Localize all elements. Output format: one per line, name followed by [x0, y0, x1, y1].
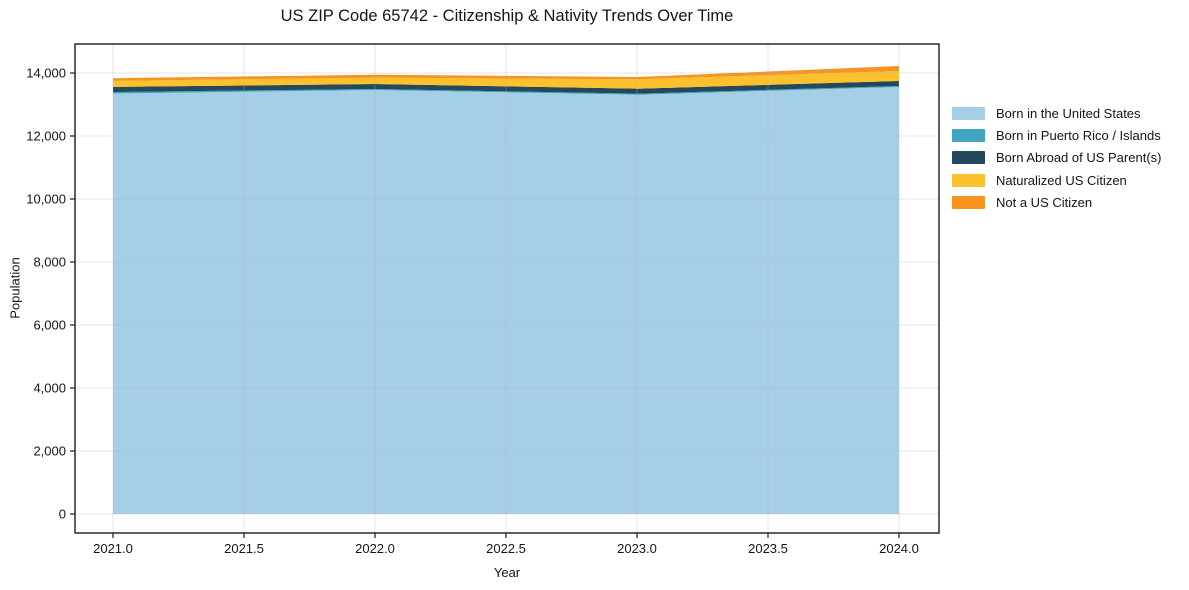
- x-tick-label: 2021.0: [93, 541, 133, 556]
- legend-label: Born in Puerto Rico / Islands: [996, 128, 1161, 144]
- x-axis-label: Year: [493, 565, 521, 580]
- y-tick-label: 6,000: [33, 318, 66, 333]
- legend-swatch-naturalized-us-citizen: [952, 173, 985, 187]
- area-series-born-in-puerto-rico-islands: [113, 86, 899, 95]
- legend-swatch-born-in-puerto-rico-islands: [952, 129, 985, 143]
- x-tick-label: 2021.5: [224, 541, 264, 556]
- area-series-born-in-the-united-states: [113, 87, 899, 514]
- legend-swatch-born-abroad-of-us-parent-s: [952, 151, 985, 165]
- legend-item-naturalized-us-citizen: Naturalized US Citizen: [952, 172, 1161, 188]
- legend-item-born-abroad-of-us-parent-s: Born Abroad of US Parent(s): [952, 150, 1162, 166]
- y-tick-label: 2,000: [33, 444, 66, 459]
- x-tick-label: 2022.0: [355, 541, 395, 556]
- x-tick-label: 2022.5: [486, 541, 526, 556]
- area-series-naturalized-us-citizen: [113, 71, 899, 89]
- y-tick-label: 10,000: [26, 192, 66, 207]
- x-tick-label: 2023.0: [617, 541, 657, 556]
- area-series-not-a-us-citizen: [113, 66, 899, 81]
- legend: Born in the United States Born in Puerto …: [952, 107, 1161, 218]
- chart-title: US ZIP Code 65742 - Citizenship & Nativi…: [280, 7, 734, 25]
- legend-item-born-in-the-united-states: Born in the United States: [952, 107, 1161, 120]
- legend-label: Born in the United States: [996, 106, 1141, 121]
- legend-item-born-in-puerto-rico-islands: Born in Puerto Rico / Islands: [952, 128, 1161, 144]
- x-tick-label: 2024.0: [879, 541, 919, 556]
- area-series-born-abroad-of-us-parent-s: [113, 81, 899, 94]
- legend-item-not-a-us-citizen: Not a US Citizen: [952, 194, 1161, 210]
- x-tick-label: 2023.5: [748, 541, 788, 556]
- y-tick-label: 0: [59, 507, 66, 522]
- legend-label: Naturalized US Citizen: [996, 172, 1127, 188]
- y-tick-label: 14,000: [26, 66, 66, 81]
- y-tick-label: 8,000: [33, 255, 66, 270]
- legend-swatch-born-in-the-united-states: [952, 107, 985, 120]
- legend-swatch-not-a-us-citizen: [952, 195, 985, 209]
- plot-border: [74, 43, 940, 534]
- legend-label: Not a US Citizen: [996, 194, 1093, 210]
- y-tick-label: 4,000: [33, 381, 66, 396]
- legend-label: Born Abroad of US Parent(s): [996, 150, 1162, 166]
- y-tick-label: 12,000: [26, 129, 66, 144]
